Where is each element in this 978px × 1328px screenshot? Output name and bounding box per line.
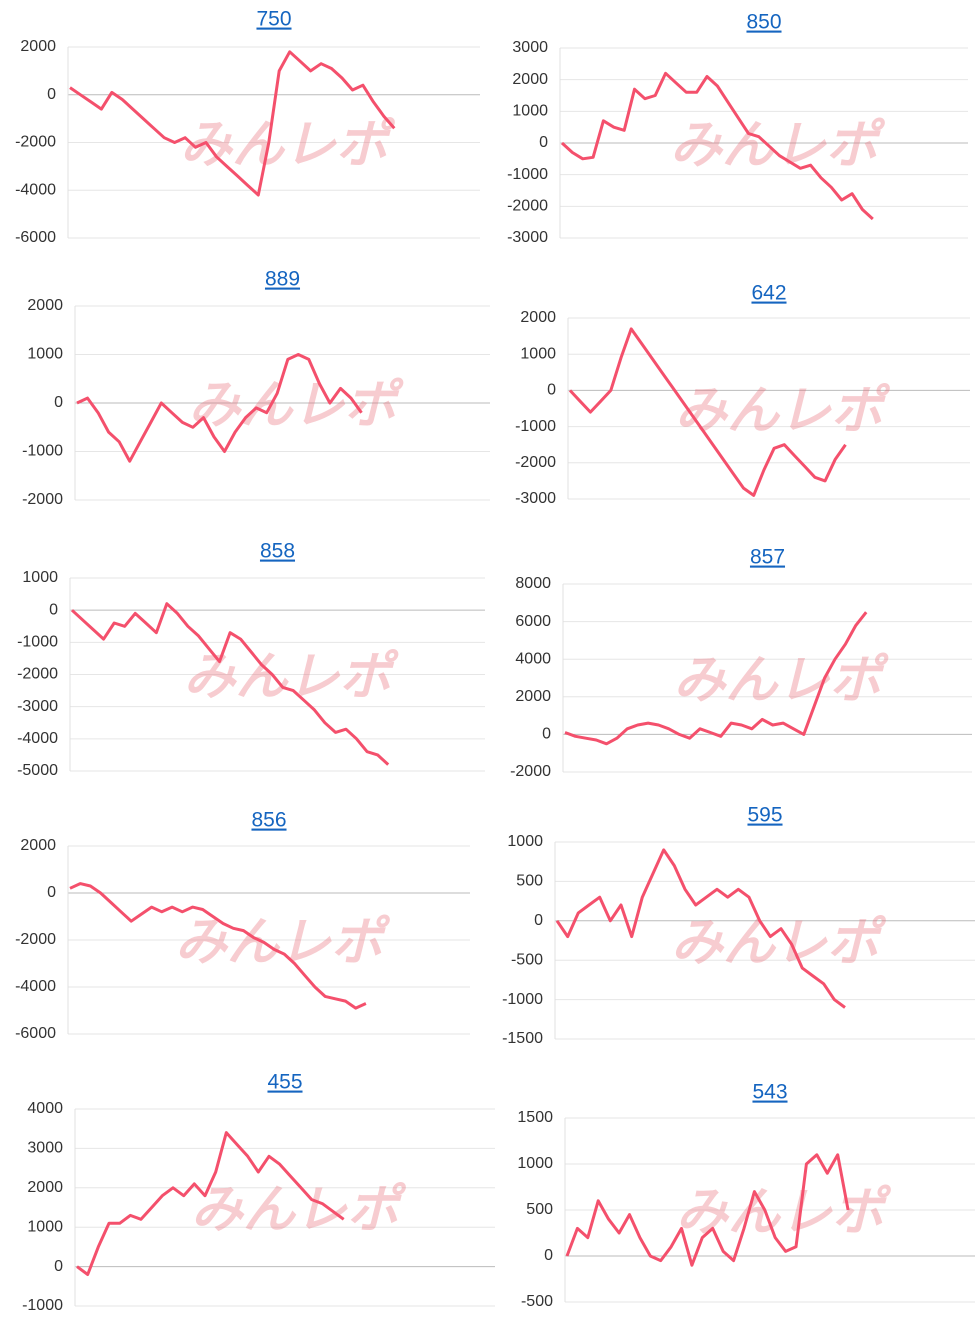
y-tick-label: -1000 [502, 991, 543, 1008]
y-tick-label: -4000 [15, 181, 56, 198]
y-tick-label: 1500 [517, 1109, 553, 1126]
y-tick-label: -1000 [507, 166, 548, 183]
watermark: みんレポ [671, 914, 887, 972]
y-tick-label: -500 [511, 951, 543, 968]
watermark: みんレポ [191, 1181, 407, 1239]
y-tick-label: -2000 [510, 763, 551, 780]
chart-title[interactable]: 858 [260, 540, 295, 563]
watermark: みんレポ [675, 382, 891, 440]
y-tick-label: 2000 [515, 688, 551, 705]
y-tick-label: -6000 [15, 229, 56, 246]
y-tick-label: 6000 [515, 613, 551, 630]
y-tick-label: 1000 [520, 345, 556, 362]
y-tick-label: -1000 [22, 443, 63, 460]
y-tick-label: 500 [526, 1201, 553, 1218]
y-tick-label: -1000 [17, 634, 58, 651]
y-tick-label: 0 [542, 726, 551, 743]
line [564, 611, 868, 746]
watermark: みんレポ [673, 652, 889, 710]
y-tick-label: -1000 [515, 418, 556, 435]
y-tick-label: 2000 [27, 297, 63, 314]
y-tick-label: 4000 [515, 650, 551, 667]
chart-title[interactable]: 595 [747, 804, 782, 827]
y-tick-label: 2000 [27, 1179, 63, 1196]
y-tick-label: 0 [54, 394, 63, 411]
line [568, 327, 847, 497]
y-tick-label: 1000 [517, 1155, 553, 1172]
y-tick-label: -6000 [15, 1025, 56, 1042]
y-tick-label: 2000 [512, 71, 548, 88]
y-tick-label: 0 [547, 382, 556, 399]
y-tick-label: 1000 [507, 833, 543, 850]
line [555, 848, 846, 1009]
y-tick-label: 0 [534, 912, 543, 929]
y-tick-label: -1500 [502, 1030, 543, 1047]
y-tick-label: 3000 [27, 1140, 63, 1157]
chart-title[interactable]: 455 [267, 1071, 302, 1094]
y-tick-label: -3000 [17, 698, 58, 715]
y-tick-label: 2000 [20, 38, 56, 55]
line [565, 1153, 850, 1267]
y-tick-label: 2000 [520, 309, 556, 326]
line [69, 50, 396, 197]
line [69, 882, 367, 1010]
y-tick-label: 0 [47, 86, 56, 103]
watermark: みんレポ [175, 914, 391, 972]
y-tick-label: 1000 [27, 1218, 63, 1235]
y-tick-label: 0 [544, 1247, 553, 1264]
y-tick-label: 1000 [512, 103, 548, 120]
line [76, 353, 363, 463]
y-tick-label: -3000 [515, 490, 556, 507]
y-tick-label: 500 [516, 873, 543, 890]
line [76, 1131, 345, 1276]
chart-title[interactable]: 642 [751, 282, 786, 305]
y-tick-label: 0 [539, 134, 548, 151]
chart-title[interactable]: 750 [256, 8, 291, 31]
y-tick-label: 1000 [22, 569, 58, 586]
y-tick-label: -4000 [17, 730, 58, 747]
chart-title[interactable]: 889 [265, 268, 300, 291]
y-tick-label: -2000 [22, 491, 63, 508]
y-tick-label: 8000 [515, 575, 551, 592]
y-tick-label: 4000 [27, 1100, 63, 1117]
y-tick-label: 0 [49, 601, 58, 618]
y-tick-label: -2000 [507, 198, 548, 215]
y-tick-label: -3000 [507, 229, 548, 246]
y-tick-label: 1000 [27, 346, 63, 363]
watermark: みんレポ [188, 377, 404, 435]
watermark: みんレポ [180, 116, 396, 174]
y-tick-label: 0 [47, 884, 56, 901]
y-tick-label: -1000 [22, 1297, 63, 1314]
y-tick-label: 3000 [512, 39, 548, 56]
y-tick-label: 2000 [20, 837, 56, 854]
line [70, 602, 390, 766]
y-tick-label: -2000 [17, 666, 58, 683]
chart-title[interactable]: 850 [746, 11, 781, 34]
chart-title[interactable]: 856 [251, 809, 286, 832]
y-tick-label: 0 [54, 1258, 63, 1275]
y-tick-label: -2000 [15, 134, 56, 151]
watermark: みんレポ [676, 1184, 892, 1242]
watermark: みんレポ [670, 117, 886, 175]
y-tick-label: -500 [521, 1293, 553, 1310]
y-tick-label: -5000 [17, 762, 58, 779]
chart-title[interactable]: 857 [750, 546, 785, 569]
y-tick-label: -2000 [15, 931, 56, 948]
y-tick-label: -4000 [15, 978, 56, 995]
chart-title[interactable]: 543 [752, 1081, 787, 1104]
line [560, 71, 874, 221]
y-tick-label: -2000 [515, 454, 556, 471]
